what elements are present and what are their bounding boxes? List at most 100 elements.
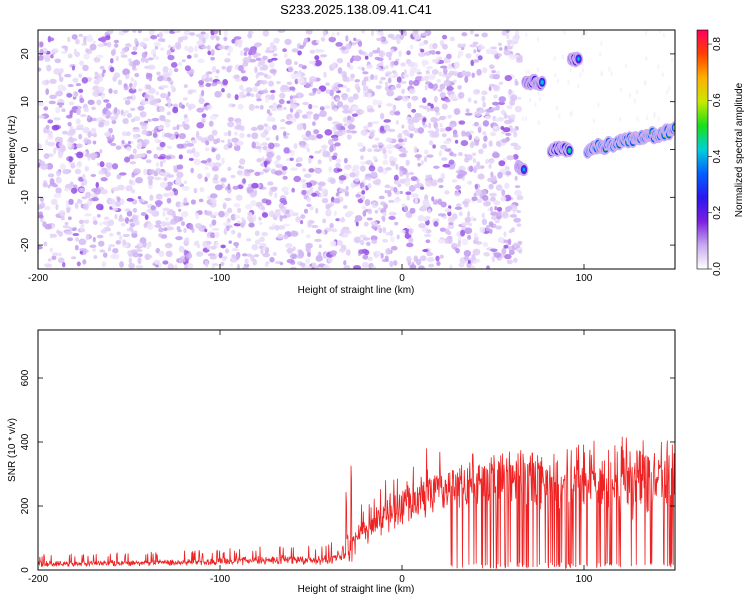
spectrogram-noise-cell xyxy=(473,49,477,54)
spectrogram-noise-cell xyxy=(448,159,455,165)
spectrogram-noise-cell xyxy=(482,242,488,248)
spectrogram-noise-cell xyxy=(427,102,432,107)
spectrogram-noise-cell xyxy=(49,247,53,253)
spectrogram-noise-cell xyxy=(437,198,443,205)
spectrogram-noise-cell xyxy=(362,145,366,152)
spectrogram-noise-cell xyxy=(113,43,119,48)
spectrogram-noise-cell xyxy=(360,155,364,160)
spectrogram-noise-cell xyxy=(215,233,219,238)
spectrogram-noise-cell xyxy=(111,119,117,125)
spectrogram-noise-cell xyxy=(57,152,63,159)
spectrogram-noise-cell xyxy=(504,74,513,82)
spectrogram-noise-cell xyxy=(363,76,369,82)
spectrogram-noise-cell xyxy=(474,33,480,37)
spectrogram-noise-cell xyxy=(258,221,263,226)
spectrogram-noise-cell xyxy=(490,211,498,216)
spectrogram-noise-cell xyxy=(491,70,496,74)
spectrogram-noise-cell xyxy=(456,174,463,179)
spectrogram-noise-cell xyxy=(126,96,134,100)
spectrogram-noise-cell xyxy=(281,215,288,219)
spectrogram-noise-cell xyxy=(504,182,510,190)
spectrogram-noise-cell xyxy=(423,75,430,82)
spectrogram-noise-cell xyxy=(266,151,274,159)
spectrogram-noise-cell xyxy=(424,149,429,155)
spectrogram-noise-cell xyxy=(430,116,438,123)
spectrogram-noise-cell xyxy=(345,43,352,50)
spectrogram-noise-cell xyxy=(322,150,330,158)
spectrogram-noise-cell xyxy=(491,215,498,221)
spectrogram-noise-cell xyxy=(323,71,327,78)
spectrogram-noise-cell xyxy=(264,169,269,173)
spectrogram-noise-cell xyxy=(399,170,404,177)
spectrogram-noise-cell xyxy=(54,58,62,64)
spectrogram-noise-cell xyxy=(151,117,160,122)
spectrogram-noise-cell xyxy=(197,135,203,141)
spectrogram-noise-cell xyxy=(439,127,446,133)
spectrogram-noise-cell xyxy=(140,57,146,63)
spectrogram-noise-cell xyxy=(47,258,52,262)
spectrogram-noise-cell xyxy=(301,183,308,189)
spectrogram-noise-cell xyxy=(265,137,270,141)
spectrogram-noise-cell xyxy=(159,114,166,122)
spectrogram-noise-cell xyxy=(146,84,152,90)
spectrogram-noise-cell xyxy=(389,229,394,237)
spectrogram-noise-cell xyxy=(164,221,172,227)
spectrogram-noise-cell xyxy=(84,165,90,172)
spectrogram-noise-cell xyxy=(302,123,307,131)
spectrogram-noise-cell xyxy=(92,247,97,252)
spectrogram-noise-cell xyxy=(139,111,147,118)
spectrogram-noise-cell xyxy=(213,162,222,168)
spectrogram-noise-cell xyxy=(251,141,256,149)
spectrogram-noise-cell xyxy=(109,115,115,120)
spectrogram-noise-cell xyxy=(181,211,189,218)
spectrogram-noise-cell xyxy=(657,116,660,122)
spectrogram-noise-cell xyxy=(422,199,430,207)
spectrogram-noise-cell xyxy=(317,49,325,53)
spectrogram-noise-cell xyxy=(64,221,69,225)
spectrogram-noise-cell xyxy=(121,131,128,137)
spectrogram-noise-cell xyxy=(142,37,151,42)
spectrogram-noise-cell xyxy=(482,101,487,108)
spectrogram-noise-cell xyxy=(308,168,315,173)
spectrogram-noise-cell xyxy=(204,147,210,152)
spectrogram-noise-cell xyxy=(238,84,244,91)
spectrogram-noise-cell xyxy=(503,112,508,120)
spectrogram-noise-cell xyxy=(248,48,257,55)
spectrogram-noise-cell xyxy=(439,83,446,90)
spectrogram-noise-cell xyxy=(266,109,271,115)
spectrogram-y-tick-label: 20 xyxy=(20,48,31,60)
spectrogram-noise-cell xyxy=(190,199,196,205)
spectrogram-noise-cell xyxy=(417,162,422,167)
spectrogram-noise-cell xyxy=(370,220,378,226)
spectrogram-noise-cell xyxy=(281,186,289,193)
spectrogram-noise-cell xyxy=(352,164,360,171)
spectrogram-noise-cell xyxy=(383,119,392,123)
spectrogram-noise-cell xyxy=(554,72,557,78)
spectrogram-noise-cell xyxy=(247,33,253,39)
spectrogram-noise-cell xyxy=(103,99,110,103)
spectrogram-noise-cell xyxy=(441,34,448,40)
colorbar-tick-label: 0.2 xyxy=(712,205,723,219)
spectrogram-noise-cell xyxy=(488,83,496,88)
spectrogram-noise-cell xyxy=(45,124,50,130)
spectrogram-y-tick-label: -10 xyxy=(20,190,31,205)
spectrogram-noise-cell xyxy=(563,30,566,35)
spectrogram-noise-cell xyxy=(373,148,382,153)
spectrogram-noise-cell xyxy=(205,172,211,179)
spectrogram-noise-cell xyxy=(106,167,111,172)
spectrogram-noise-cell xyxy=(464,255,469,261)
spectrogram-noise-cell xyxy=(221,65,226,70)
spectrogram-noise-cell xyxy=(273,37,280,44)
spectrogram-noise-cell xyxy=(453,61,460,69)
spectrogram-noise-cell xyxy=(436,261,441,267)
spectrogram-noise-cell xyxy=(425,69,430,75)
spectrogram-noise-cell xyxy=(401,95,410,102)
spectrogram-noise-cell xyxy=(325,89,331,94)
spectrogram-noise-cell xyxy=(222,202,227,210)
snr-x-tick-label: 0 xyxy=(399,574,405,585)
spectrogram-noise-cell xyxy=(488,140,493,147)
spectrogram-noise-cell xyxy=(76,151,84,159)
spectrogram-noise-cell xyxy=(154,45,159,50)
spectrogram-noise-cell xyxy=(645,56,648,62)
spectrogram-noise-cell xyxy=(411,95,419,101)
